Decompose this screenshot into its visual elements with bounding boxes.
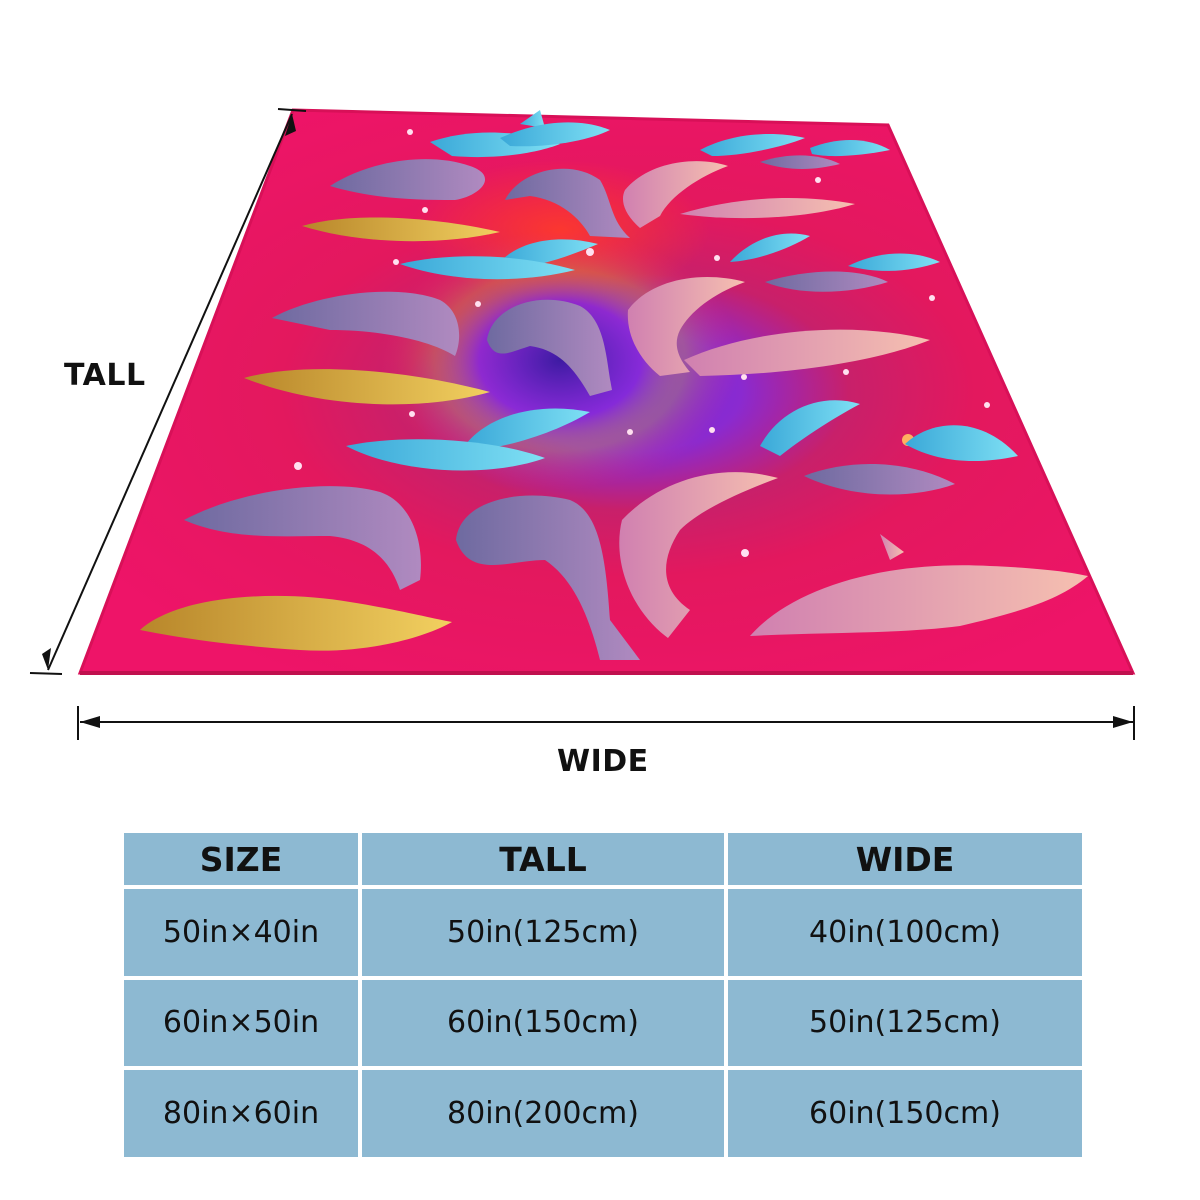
dolphin-icon <box>622 161 728 228</box>
table-header-row: SIZE TALL WIDE <box>124 833 1082 885</box>
dolphin-icon <box>330 159 486 200</box>
size-cell: 60in×50in <box>124 979 358 1067</box>
wide-label: WIDE <box>557 744 649 779</box>
dolphin-icon <box>400 256 575 280</box>
tall-label: TALL <box>64 358 146 393</box>
tall-dimension-arrow <box>29 108 307 675</box>
dolphin-icon <box>466 408 590 450</box>
dolphin-icon <box>487 299 612 396</box>
dolphin-icon <box>804 464 955 495</box>
wide-cell: 40in(100cm) <box>728 889 1082 976</box>
dolphin-icon <box>760 155 840 169</box>
size-cell: 50in×40in <box>124 889 358 976</box>
wide-dimension-arrow <box>77 706 1135 740</box>
dolphin-icon <box>750 534 1088 636</box>
table-row: 80in×60in 80in(200cm) 60in(150cm) <box>124 1070 1082 1157</box>
dolphins <box>140 110 1088 660</box>
tall-cell: 60in(150cm) <box>362 979 724 1067</box>
dolphin-icon <box>765 271 888 292</box>
table-row: 60in×50in 60in(150cm) 50in(125cm) <box>124 979 1082 1067</box>
dolphin-icon <box>346 439 545 471</box>
dolphin-icon <box>680 198 855 219</box>
sparkles <box>294 127 990 557</box>
size-cell: 80in×60in <box>124 1070 358 1157</box>
dolphin-icon <box>140 595 452 651</box>
tall-cell: 80in(200cm) <box>362 1070 724 1157</box>
dolphin-icon <box>302 217 500 242</box>
dolphin-icon <box>500 122 610 147</box>
dolphin-icon <box>810 139 890 157</box>
dolphin-icon <box>627 277 745 376</box>
table-row: 50in×40in 50in(125cm) 40in(100cm) <box>124 889 1082 976</box>
header-tall: TALL <box>362 833 724 885</box>
wide-cell: 60in(150cm) <box>728 1070 1082 1157</box>
tall-cell: 50in(125cm) <box>362 889 724 976</box>
dolphin-icon <box>272 291 460 356</box>
size-table: SIZE TALL WIDE 50in×40in 50in(125cm) 40i… <box>120 829 1086 1161</box>
dolphin-icon <box>505 168 630 238</box>
dolphin-icon <box>730 233 810 262</box>
dolphin-icon <box>684 329 930 376</box>
dolphin-icon <box>848 253 940 271</box>
dolphin-icon <box>456 495 640 660</box>
blanket-illustration <box>29 108 1136 740</box>
header-size: SIZE <box>124 833 358 885</box>
wide-cell: 50in(125cm) <box>728 979 1082 1067</box>
dolphin-icon <box>244 369 490 405</box>
header-wide: WIDE <box>728 833 1082 885</box>
dolphin-icon <box>700 134 805 156</box>
dolphin-icon <box>619 472 778 638</box>
dolphin-icon <box>905 425 1018 461</box>
dolphin-icon <box>760 400 860 456</box>
dolphin-icon <box>184 486 421 590</box>
